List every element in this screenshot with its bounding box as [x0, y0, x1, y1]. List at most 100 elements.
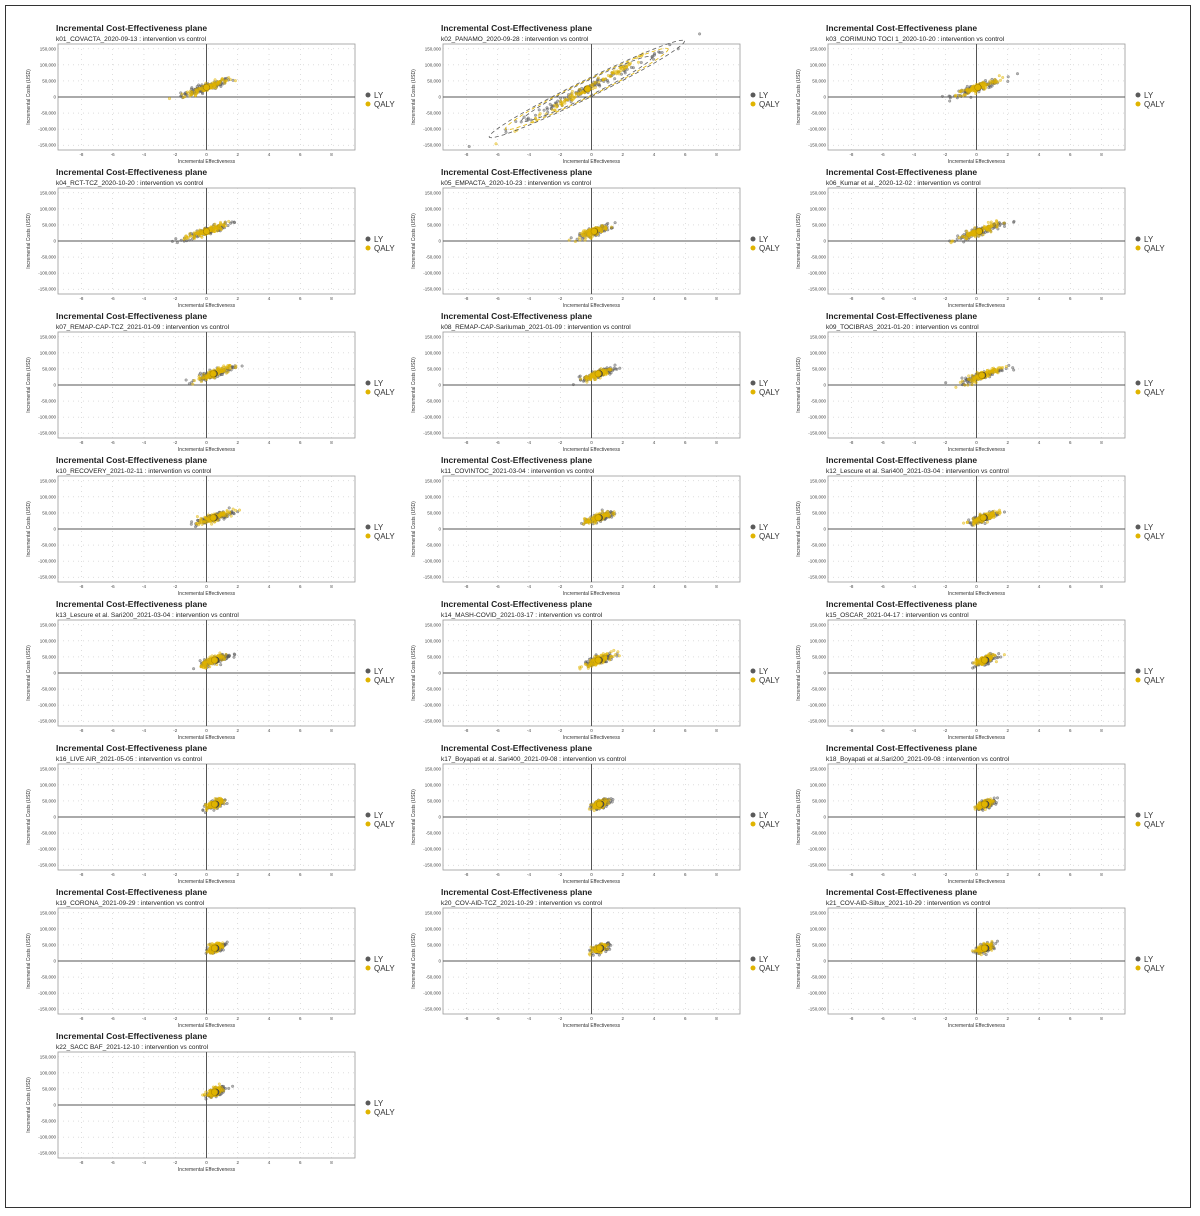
qaly-point	[223, 655, 227, 659]
x-tick-label: 8	[330, 1016, 333, 1021]
x-axis-title: Incremental Effectiveness	[563, 735, 621, 741]
y-tick-label: 0	[823, 383, 826, 388]
y-tick-label: -50,000	[811, 399, 827, 404]
qaly-point	[560, 100, 564, 104]
legend-ly-marker	[750, 380, 756, 386]
y-tick-label: 150,000	[810, 622, 827, 627]
qaly-point	[995, 225, 999, 229]
x-tick-label: 0	[590, 872, 593, 877]
y-tick-label: -150,000	[808, 863, 826, 868]
qaly-point	[583, 234, 587, 238]
qaly-point	[597, 80, 601, 84]
x-tick-label: -6	[881, 872, 885, 877]
qaly-point	[993, 80, 997, 84]
y-tick-label: -100,000	[808, 271, 826, 276]
ly-point	[996, 655, 1000, 659]
qaly-point	[974, 657, 978, 661]
x-tick-label: 2	[1007, 728, 1010, 733]
y-tick-label: 50,000	[42, 510, 56, 515]
qaly-point	[604, 77, 608, 81]
qaly-point	[967, 90, 971, 94]
x-tick-label: -4	[142, 1016, 146, 1021]
x-tick-label: 6	[299, 1016, 302, 1021]
x-tick-label: 4	[653, 872, 656, 877]
y-tick-label: -50,000	[41, 687, 57, 692]
legend-qaly-label: QALY	[759, 820, 780, 829]
qaly-mean-point	[975, 227, 983, 235]
qaly-point	[589, 803, 593, 807]
legend-qaly-label: QALY	[1144, 100, 1165, 109]
qaly-point	[219, 653, 223, 657]
ly-point	[190, 520, 194, 524]
ly-point	[542, 108, 546, 112]
qaly-point	[600, 230, 604, 234]
chart-subtitle: k12_Lescure et al. Sari400_2021-03-04 : …	[826, 468, 1009, 475]
qaly-point	[995, 221, 999, 225]
x-tick-label: 2	[237, 296, 240, 301]
qaly-point	[611, 511, 615, 515]
ly-point	[974, 664, 978, 668]
y-axis-title: Incremental Costs (USD)	[411, 213, 417, 269]
qaly-point	[629, 61, 632, 65]
y-tick-label: 50,000	[42, 366, 56, 371]
ly-point	[698, 32, 702, 36]
x-tick-label: -8	[464, 584, 468, 589]
y-tick-label: -100,000	[38, 847, 56, 852]
qaly-point	[583, 376, 587, 380]
qaly-point	[978, 807, 982, 811]
y-tick-label: 100,000	[425, 782, 442, 787]
qaly-point	[188, 93, 192, 97]
ice-plane-chart: Incremental Cost-Effectiveness plane k18_…	[792, 742, 1177, 886]
qaly-point	[970, 383, 974, 387]
qaly-point	[613, 653, 617, 657]
x-tick-label: 2	[1007, 872, 1010, 877]
legend-ly-marker	[365, 92, 371, 98]
qaly-point	[610, 71, 614, 74]
ly-point	[988, 85, 992, 89]
x-tick-label: -6	[881, 296, 885, 301]
x-tick-label: 0	[590, 152, 593, 157]
qaly-point	[564, 97, 568, 101]
y-tick-label: -50,000	[811, 543, 827, 548]
qaly-point	[195, 521, 199, 525]
y-tick-label: -150,000	[423, 575, 441, 580]
x-tick-label: 2	[237, 440, 240, 445]
ly-point	[971, 666, 975, 670]
qaly-point	[999, 78, 1002, 82]
qaly-mean-point	[980, 800, 988, 808]
qaly-point	[619, 69, 623, 73]
chart-subtitle: k13_Lescure et al. Sari200_2021-03-04 : …	[56, 612, 239, 619]
x-tick-label: -4	[912, 440, 916, 445]
qaly-mean-point	[590, 227, 598, 235]
qaly-mean-point	[594, 656, 602, 664]
qaly-point	[221, 654, 225, 658]
ly-point	[594, 81, 598, 85]
y-tick-label: -100,000	[423, 127, 441, 132]
qaly-point	[591, 802, 595, 806]
qaly-point	[985, 520, 989, 524]
ly-point	[526, 116, 530, 120]
x-tick-label: -2	[558, 152, 562, 157]
qaly-point	[224, 371, 228, 375]
x-tick-label: -8	[79, 440, 83, 445]
legend-ly-label: LY	[759, 667, 769, 676]
chart-title: Incremental Cost-Effectiveness plane	[56, 887, 207, 897]
y-tick-label: 50,000	[812, 222, 826, 227]
qaly-point	[216, 654, 220, 658]
qaly-point	[168, 97, 171, 101]
y-tick-label: 100,000	[425, 638, 442, 643]
ly-point	[205, 948, 209, 952]
ly-point	[987, 86, 991, 90]
ly-point	[227, 506, 231, 510]
ly-point	[226, 224, 230, 228]
qaly-mean-point	[980, 656, 988, 664]
y-tick-label: -150,000	[38, 1007, 56, 1012]
qaly-point	[234, 364, 238, 368]
qaly-point	[208, 655, 212, 659]
y-tick-label: 50,000	[427, 366, 441, 371]
qaly-point	[962, 235, 966, 239]
qaly-point	[591, 658, 595, 661]
y-tick-label: -50,000	[811, 111, 827, 116]
